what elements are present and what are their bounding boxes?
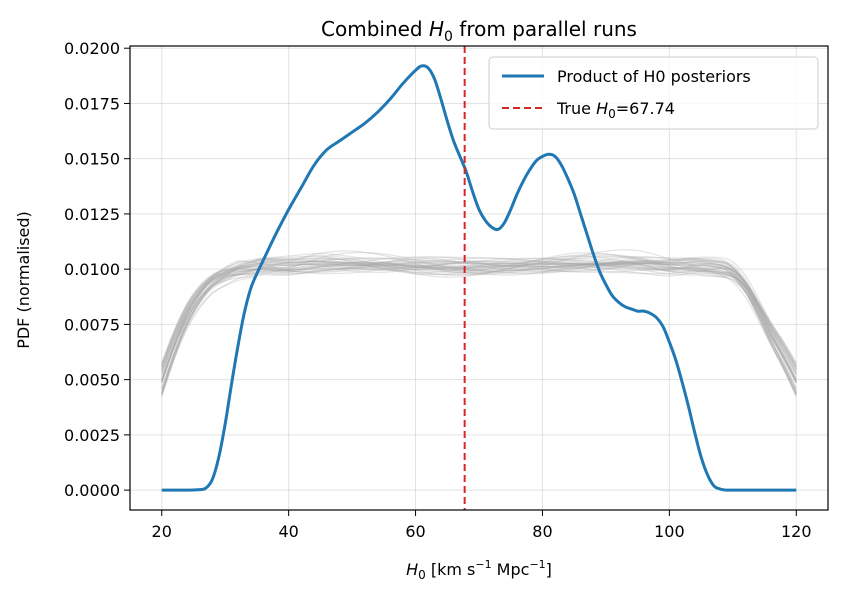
background-run-line [161,257,797,379]
background-run-line [161,258,797,367]
background-run-line [161,262,797,383]
legend: Product of H0 posteriors True H0=67.74 [488,56,819,130]
background-run-line [161,260,797,367]
x-tick-label: 60 [405,522,425,541]
background-run-line [161,257,797,382]
x-tick-label: 100 [654,522,685,541]
y-tick-label: 0.0050 [64,371,120,390]
background-run-line [161,249,797,394]
background-run-line [161,257,797,384]
background-run-line [161,255,797,380]
background-run-line [161,260,797,364]
y-tick-label: 0.0175 [64,94,120,113]
background-run-line [161,252,797,382]
legend-label-product: Product of H0 posteriors [557,67,751,86]
y-tick-label: 0.0100 [64,260,120,279]
legend-label-true-h0: True H0=67.74 [556,99,675,121]
background-run-line [161,256,797,384]
background-run-line [161,255,797,382]
y-axis-ticks: 0.0000 0.0025 0.0050 0.0075 0.0100 0.0125 0.01… [64,39,130,500]
background-run-line [161,258,797,381]
background-run-line [161,260,797,396]
background-run-line [161,258,797,364]
x-tick-label: 20 [152,522,172,541]
background-run-line [161,256,797,371]
background-run-line [161,256,797,368]
y-tick-label: 0.0150 [64,150,120,169]
background-run-line [161,257,797,373]
background-runs [161,249,797,397]
background-run-line [161,262,797,395]
background-run-line [161,255,797,371]
x-tick-label: 80 [532,522,552,541]
background-run-line [161,251,797,395]
series-line-product [161,64,797,492]
y-tick-label: 0.0025 [64,426,120,445]
background-run-line [161,255,797,397]
grid [130,46,828,510]
background-run-line [161,260,797,390]
background-run-line [161,260,797,375]
chart-title: Combined H0 from parallel runs [321,17,637,45]
y-tick-label: 0.0125 [64,205,120,224]
x-axis-label: H0 [km s−1 Mpc−1] [406,558,552,582]
x-tick-label: 40 [278,522,298,541]
background-run-line [161,255,797,375]
y-tick-label: 0.0200 [64,39,120,58]
x-axis-ticks: 20 40 60 80 100 120 [152,510,812,541]
series-layer [161,46,797,510]
background-run-line [161,257,797,397]
background-run-line [161,257,797,393]
y-tick-label: 0.0000 [64,481,120,500]
background-run-line [161,255,797,393]
background-run-line [161,260,797,390]
background-run-line [161,252,797,369]
background-run-line [161,257,797,384]
axes-frame [129,45,829,511]
background-run-line [161,262,797,366]
x-tick-label: 120 [781,522,812,541]
y-axis-label: PDF (normalised) [14,211,33,349]
background-run-line [161,250,797,390]
background-run-line [161,261,797,370]
legend-box [488,56,819,130]
y-tick-label: 0.0075 [64,315,120,334]
background-run-line [161,253,797,382]
background-run-line [161,256,797,375]
